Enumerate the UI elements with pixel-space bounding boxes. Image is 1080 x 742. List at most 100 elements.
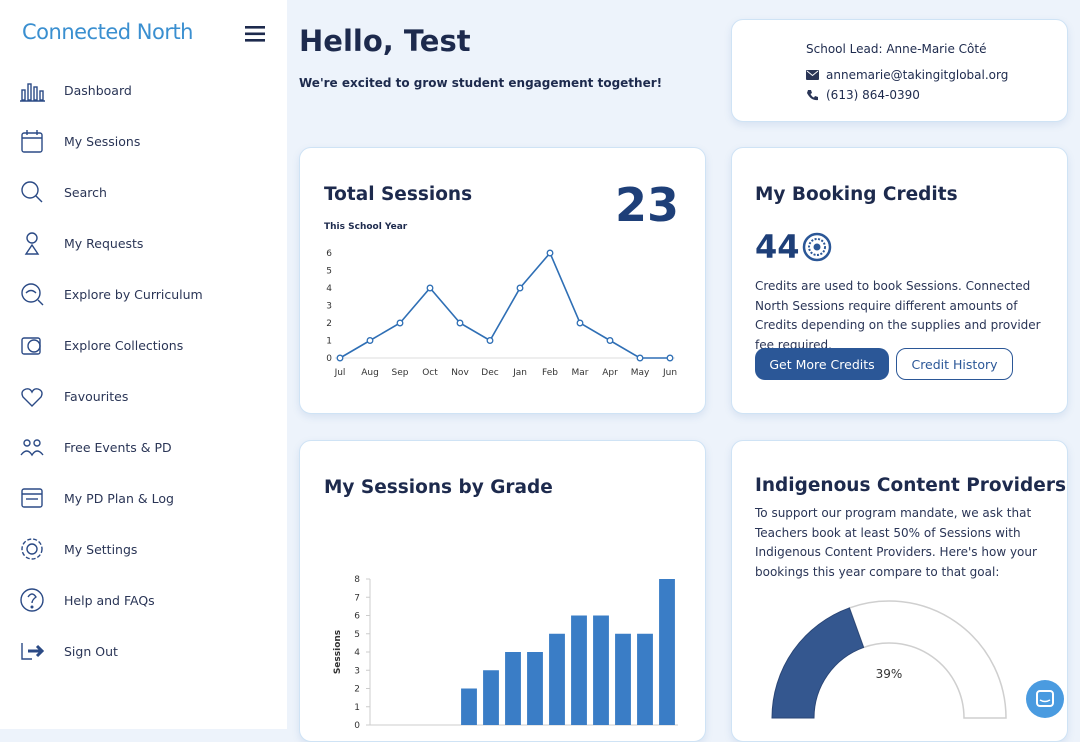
y-tick-label: 2 bbox=[354, 685, 360, 695]
nav-icon bbox=[20, 588, 44, 612]
point bbox=[366, 337, 374, 344]
credit-amount: 44 bbox=[755, 228, 800, 266]
button[interactable]: Get More Credits bbox=[755, 348, 889, 380]
nav-item[interactable]: Explore Collections bbox=[18, 330, 183, 360]
x-tick-label: Jun bbox=[662, 368, 677, 378]
nav-item[interactable]: Help and FAQs bbox=[18, 585, 155, 615]
menu-icon[interactable] bbox=[245, 26, 265, 42]
logo[interactable]: Connected North bbox=[22, 20, 194, 44]
y-tick-label: 7 bbox=[354, 593, 360, 603]
x-tick-label: Aug bbox=[361, 368, 379, 378]
bar bbox=[571, 615, 587, 725]
y-axis-label: Sessions bbox=[333, 630, 343, 674]
x-tick-label: Mar bbox=[572, 368, 589, 378]
sidebar: Connected North Dashboard My Sessions Sear… bbox=[0, 0, 287, 729]
y-tick-label: 4 bbox=[326, 284, 332, 294]
y-tick-label: 3 bbox=[326, 302, 332, 312]
point bbox=[336, 354, 344, 362]
indigenous-card: Indigenous Content Providers To support … bbox=[731, 440, 1068, 742]
point bbox=[546, 249, 554, 257]
nav-label: My Settings bbox=[64, 541, 138, 557]
total-count: 23 bbox=[614, 178, 679, 232]
nav-icon bbox=[21, 388, 43, 407]
card-title: My Sessions by Grade bbox=[324, 477, 553, 498]
point bbox=[636, 354, 644, 362]
y-tick-label: 5 bbox=[326, 267, 332, 277]
point bbox=[576, 319, 584, 327]
nav-label: My PD Plan & Log bbox=[64, 490, 174, 506]
nav-item[interactable]: My PD Plan & Log bbox=[18, 483, 174, 513]
card-title: Indigenous Content Providers bbox=[755, 475, 1066, 496]
nav-icon bbox=[21, 283, 44, 306]
bar bbox=[615, 633, 631, 725]
y-tick-label: 0 bbox=[354, 721, 360, 731]
contact-card: School Lead: Anne-Marie Côté annemarie@t… bbox=[731, 19, 1068, 122]
bar-chart: 0 1 2 3 4 5 6 7 8 Sessions bbox=[333, 575, 678, 731]
x-tick-label: Sep bbox=[392, 368, 409, 378]
indigenous-text: To support our program mandate, we ask t… bbox=[755, 506, 1037, 579]
nav-icon bbox=[24, 232, 40, 255]
phone-icon bbox=[807, 90, 818, 101]
y-tick-label: 1 bbox=[326, 337, 332, 347]
x-tick-label: Apr bbox=[602, 368, 618, 378]
email[interactable]: annemarie@takingitglobal.org bbox=[826, 68, 1009, 82]
nav-icon bbox=[21, 130, 43, 153]
phone: (613) 864-0390 bbox=[826, 88, 920, 102]
nav-icon bbox=[21, 488, 43, 508]
nav-label: Favourites bbox=[64, 388, 129, 404]
nav-icon bbox=[20, 439, 44, 457]
nav-label: My Requests bbox=[64, 235, 144, 251]
chat-button[interactable] bbox=[1025, 679, 1065, 719]
bar bbox=[659, 579, 675, 725]
nav-icon bbox=[20, 83, 45, 102]
nav-icon bbox=[21, 337, 41, 355]
nav-item[interactable]: My Sessions bbox=[18, 126, 140, 156]
gauge-chart: 39% bbox=[771, 600, 1007, 719]
chart-subtitle: This School Year bbox=[324, 222, 408, 232]
nav-item[interactable]: My Requests bbox=[18, 228, 143, 258]
gauge-track bbox=[848, 600, 1007, 719]
nav-item[interactable]: Dashboard bbox=[18, 75, 132, 105]
bar bbox=[527, 652, 543, 725]
x-tick-label: Feb bbox=[542, 368, 558, 378]
nav-label: Free Events & PD bbox=[64, 439, 172, 455]
nav-label: Explore Collections bbox=[64, 337, 184, 353]
nav-item[interactable]: Favourites bbox=[18, 381, 128, 411]
nav-item[interactable]: Sign Out bbox=[18, 636, 118, 666]
y-tick-label: 6 bbox=[354, 612, 360, 622]
greeting-subtitle: We're excited to grow student engagement… bbox=[299, 76, 663, 90]
x-tick-label: Jul bbox=[334, 368, 346, 378]
bar bbox=[483, 670, 499, 725]
school-lead: School Lead: Anne-Marie Côté bbox=[806, 42, 987, 56]
line bbox=[339, 251, 670, 359]
point bbox=[426, 284, 434, 292]
nav-item[interactable]: Explore by Curriculum bbox=[18, 279, 203, 309]
point bbox=[666, 354, 674, 362]
point bbox=[396, 319, 404, 327]
x-tick-label: Dec bbox=[481, 368, 498, 378]
y-tick-label: 0 bbox=[326, 354, 332, 364]
y-tick-label: 1 bbox=[354, 703, 360, 713]
greeting: Hello, Test bbox=[299, 24, 471, 58]
nav-label: Sign Out bbox=[64, 643, 118, 659]
line-chart: 0 1 2 3 4 5 6 Jul Aug Sep Oct Nov Dec Jan Feb Mar Apr May… bbox=[326, 249, 677, 378]
point bbox=[516, 284, 524, 292]
nav-item[interactable]: Free Events & PD bbox=[18, 432, 172, 462]
button[interactable]: Credit History bbox=[896, 348, 1013, 380]
y-tick-label: 3 bbox=[354, 666, 360, 676]
nav-label: Explore by Curriculum bbox=[64, 286, 203, 302]
nav-label: My Sessions bbox=[64, 133, 141, 149]
card-title: Total Sessions bbox=[324, 184, 473, 205]
bar bbox=[637, 633, 653, 725]
gauge-label: 39% bbox=[876, 667, 903, 681]
nav-item[interactable]: My Settings bbox=[18, 534, 137, 564]
gauge-fill bbox=[771, 607, 865, 719]
credits-text: Credits are used to book Sessions. Conne… bbox=[755, 279, 1041, 352]
nav-icon bbox=[21, 538, 43, 560]
x-tick-label: Oct bbox=[422, 368, 438, 378]
bar bbox=[461, 688, 477, 725]
grade-card: My Sessions by Grade 0 1 2 3 4 5 6 7 8 Sessions bbox=[299, 440, 706, 742]
nav-item[interactable]: Search bbox=[18, 177, 107, 207]
